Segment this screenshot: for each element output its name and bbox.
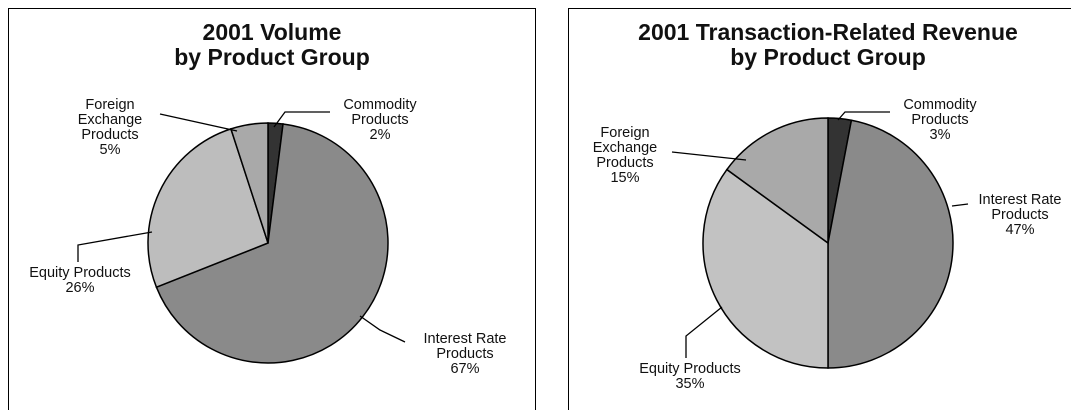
- leader-line: [671, 151, 747, 161]
- leader-line: [159, 113, 238, 132]
- pie-slice: [827, 119, 954, 369]
- value-label: 47%: [1005, 222, 1035, 238]
- category-label: Interest Rate Products: [423, 331, 507, 362]
- value-label: 15%: [610, 170, 640, 186]
- chart-panel: [568, 8, 1071, 410]
- value-label: 3%: [929, 127, 951, 143]
- category-label: Equity Products: [29, 265, 131, 281]
- category-label: Equity Products: [639, 361, 741, 377]
- leader-line: [359, 315, 406, 343]
- slice-label: Interest Rate Products 67%: [395, 332, 535, 377]
- category-label: Commodity Products: [903, 97, 977, 128]
- slice-label: Foreign Exchange Products 15%: [555, 126, 695, 186]
- leader-line: [77, 231, 153, 262]
- slice-label: Foreign Exchange Products 5%: [40, 98, 180, 158]
- chart-panel: [8, 8, 536, 410]
- slice-label: Interest Rate Products 47%: [950, 193, 1071, 238]
- value-label: 67%: [450, 361, 480, 377]
- leader-line: [273, 111, 330, 128]
- slice-label: Commodity Products 2%: [310, 98, 450, 143]
- leader-line: [837, 111, 890, 121]
- pie-slice: [229, 122, 269, 244]
- chart-title: 2001 Volume by Product Group: [174, 19, 370, 70]
- leader-line: [685, 306, 723, 358]
- category-label: Foreign Exchange Products: [592, 125, 658, 171]
- chart-title: 2001 Transaction-Related Revenue by Prod…: [638, 19, 1018, 70]
- category-label: Foreign Exchange Products: [77, 97, 143, 143]
- pie-slice: [147, 127, 269, 289]
- value-label: 2%: [369, 127, 391, 143]
- slice-label: Equity Products 35%: [620, 362, 760, 392]
- category-label: Commodity Products: [343, 97, 417, 128]
- pie-slice: [155, 123, 389, 364]
- value-label: 26%: [65, 280, 95, 296]
- value-label: 35%: [675, 376, 705, 392]
- leader-line: [951, 203, 969, 207]
- pie-slice: [725, 117, 829, 245]
- value-label: 5%: [99, 142, 121, 158]
- slice-label: Equity Products 26%: [10, 266, 150, 296]
- slice-label: Commodity Products 3%: [870, 98, 1010, 143]
- pie-slice: [702, 168, 829, 369]
- category-label: Interest Rate Products: [978, 192, 1062, 223]
